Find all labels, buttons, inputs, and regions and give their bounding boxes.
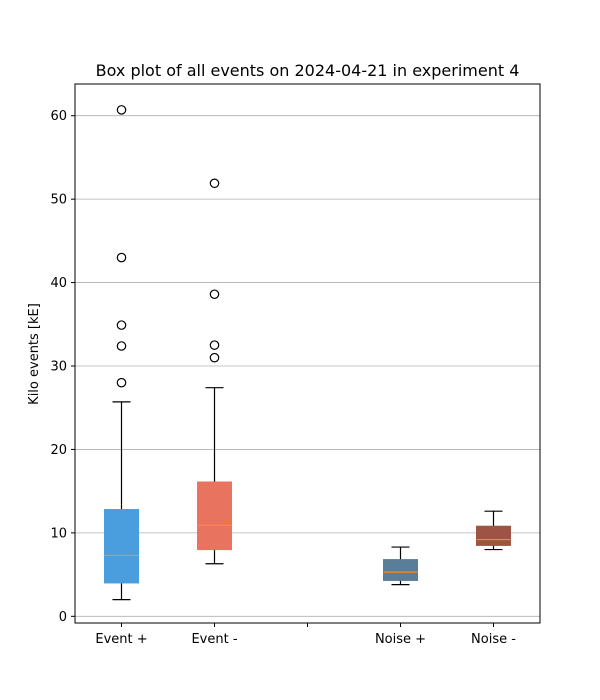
y-gridlines — [75, 115, 540, 617]
y-tick-label: 60 — [50, 109, 67, 124]
outlier-point — [116, 377, 127, 388]
box-iqr — [476, 525, 511, 546]
outlier-point — [209, 352, 220, 363]
x-tick-label: Noise - — [471, 632, 516, 647]
chart-title: Box plot of all events on 2024-04-21 in … — [96, 61, 520, 80]
outlier-point — [116, 320, 127, 330]
x-tick-label: Event + — [95, 632, 147, 647]
y-tick-label: 0 — [59, 610, 67, 625]
y-tick-label: 10 — [50, 526, 67, 541]
y-tick-label: 40 — [50, 276, 67, 291]
outlier-point — [116, 252, 127, 263]
box-iqr — [104, 509, 139, 584]
x-axis-ticks: Event + Event - Noise + Noise - — [95, 623, 516, 647]
y-tick-label: 30 — [50, 360, 67, 375]
box-iqr — [197, 481, 232, 551]
box-event-minus — [197, 178, 232, 565]
y-tick-label: 20 — [50, 443, 67, 458]
y-axis-ticks: 0 10 20 30 40 50 60 — [50, 109, 75, 625]
plot-frame — [74, 83, 541, 624]
outlier-point — [209, 289, 220, 300]
x-tick-label: Noise + — [375, 632, 426, 647]
box-noise-plus — [383, 546, 418, 586]
outlier-point — [209, 178, 220, 189]
outlier-point — [116, 105, 127, 115]
box-event-plus — [104, 105, 139, 601]
box-noise-minus — [476, 510, 511, 551]
y-axis-label: Kilo events [kE] — [27, 303, 42, 405]
outlier-point — [209, 340, 220, 350]
box-series — [104, 105, 511, 601]
x-tick-label: Event - — [191, 632, 237, 647]
y-tick-label: 50 — [50, 193, 67, 208]
outlier-point — [116, 341, 127, 351]
box-iqr — [383, 559, 418, 581]
